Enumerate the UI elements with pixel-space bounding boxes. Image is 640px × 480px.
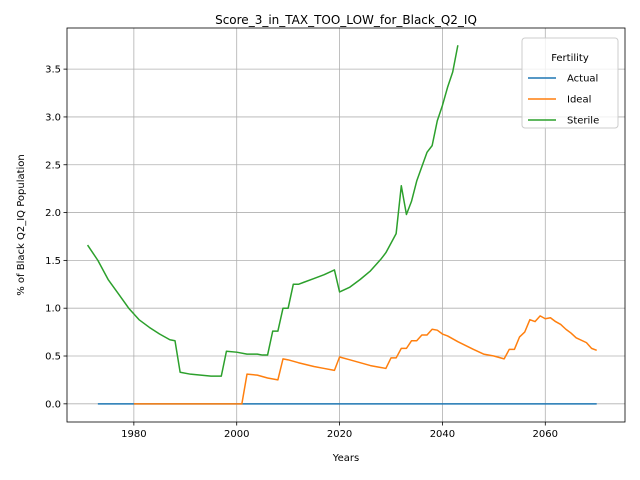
x-tick-label: 2020 (327, 429, 352, 440)
chart-title: Score_3_in_TAX_TOO_LOW_for_Black_Q2_IQ (215, 13, 477, 27)
y-tick-label: 2.5 (45, 160, 61, 171)
x-tick-label: 1980 (121, 429, 146, 440)
x-tick-label: 2040 (430, 429, 455, 440)
plot-frame (66, 27, 626, 423)
y-axis-label: % of Black Q2_IQ Population (16, 154, 27, 296)
y-tick-label: 1.5 (45, 256, 61, 267)
legend-label-actual: Actual (567, 74, 598, 85)
y-tick-label: 0.5 (45, 352, 61, 363)
x-tick-label: 2060 (533, 429, 558, 440)
legend-label-ideal: Ideal (567, 95, 591, 106)
y-tick-label: 1.0 (45, 304, 61, 315)
y-tick-label: 3.0 (45, 112, 61, 123)
legend-title: Fertility (551, 53, 589, 64)
data-series (86, 45, 597, 405)
y-tick-label: 2.0 (45, 208, 61, 219)
y-tick-label: 0.0 (45, 399, 61, 410)
axis-ticks: 1980 2000 2020 2040 2060 0.0 0.5 1.0 1.5 2.0 2.5 3.… (45, 65, 558, 440)
series-line-sterile (86, 45, 459, 377)
legend: Fertility Actual Ideal Sterile (521, 37, 619, 129)
legend-label-sterile: Sterile (567, 116, 599, 127)
x-tick-label: 2000 (224, 429, 249, 440)
series-line-ideal (133, 315, 597, 405)
legend-box (521, 37, 619, 129)
grid-lines (67, 28, 625, 422)
y-tick-label: 3.5 (45, 65, 61, 76)
x-axis-label: Years (332, 453, 359, 464)
